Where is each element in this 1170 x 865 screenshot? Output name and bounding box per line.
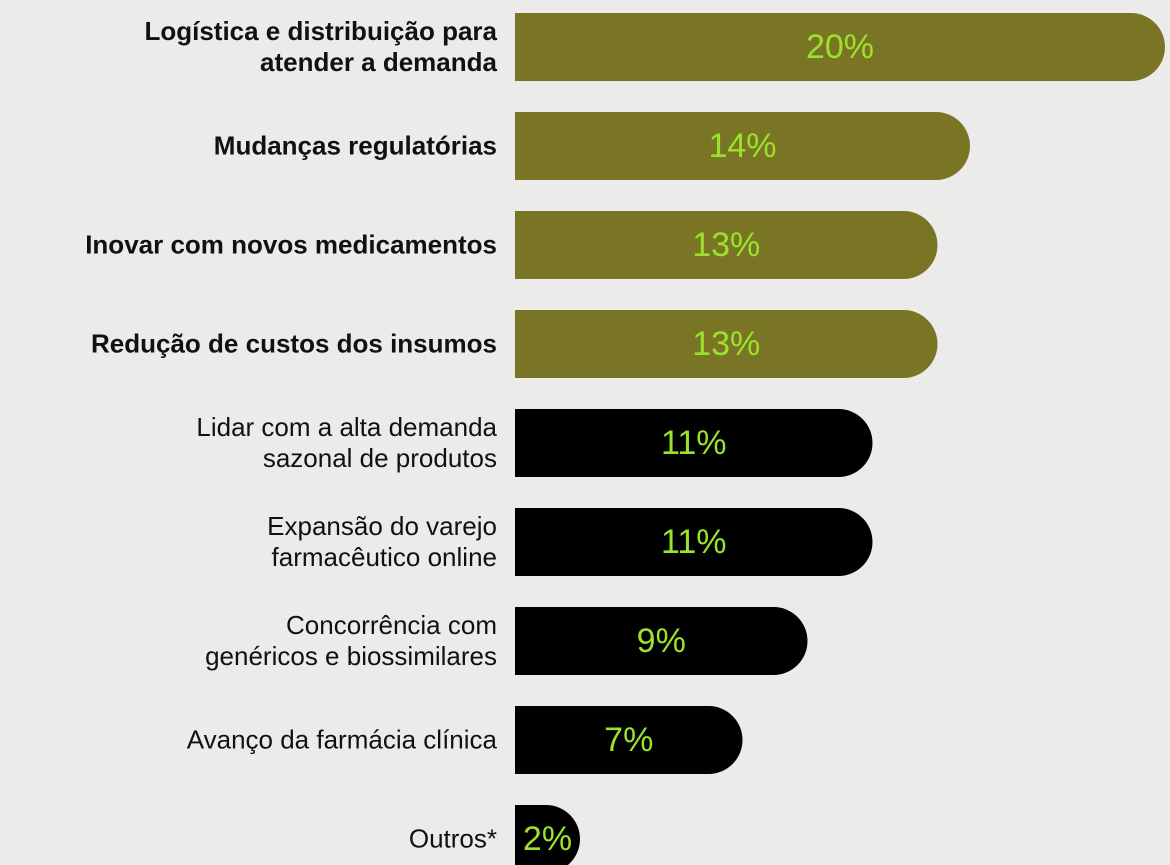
bar: [515, 211, 938, 279]
value-label: 7%: [604, 721, 653, 759]
category-label: Redução de custos dos insumos: [91, 328, 497, 359]
value-label: 11%: [661, 523, 727, 561]
category-label: Expansão do varejo farmacêutico online: [267, 511, 497, 572]
bar: [515, 310, 938, 378]
category-label: Concorrência com genéricos e biossimilar…: [205, 610, 497, 671]
value-label: 20%: [806, 28, 874, 66]
value-label: 14%: [708, 127, 776, 165]
value-label: 11%: [661, 424, 727, 462]
bar: [515, 706, 743, 774]
category-label: Lidar com a alta demanda sazonal de prod…: [196, 412, 497, 473]
category-label: Avanço da farmácia clínica: [186, 724, 497, 755]
bar: [515, 409, 873, 477]
category-label: Inovar com novos medicamentos: [85, 229, 497, 260]
category-label: Logística e distribuição para atender a …: [144, 16, 497, 77]
bar: [515, 805, 580, 865]
category-label: Mudanças regulatórias: [213, 130, 497, 161]
value-label: 2%: [523, 820, 572, 858]
value-label: 9%: [637, 622, 686, 660]
bar: [515, 112, 970, 180]
value-label: 13%: [692, 226, 760, 264]
category-label: Outros*: [408, 823, 497, 854]
bar: [515, 607, 808, 675]
value-label: 13%: [692, 325, 760, 363]
bar: [515, 508, 873, 576]
bar: [515, 13, 1165, 81]
